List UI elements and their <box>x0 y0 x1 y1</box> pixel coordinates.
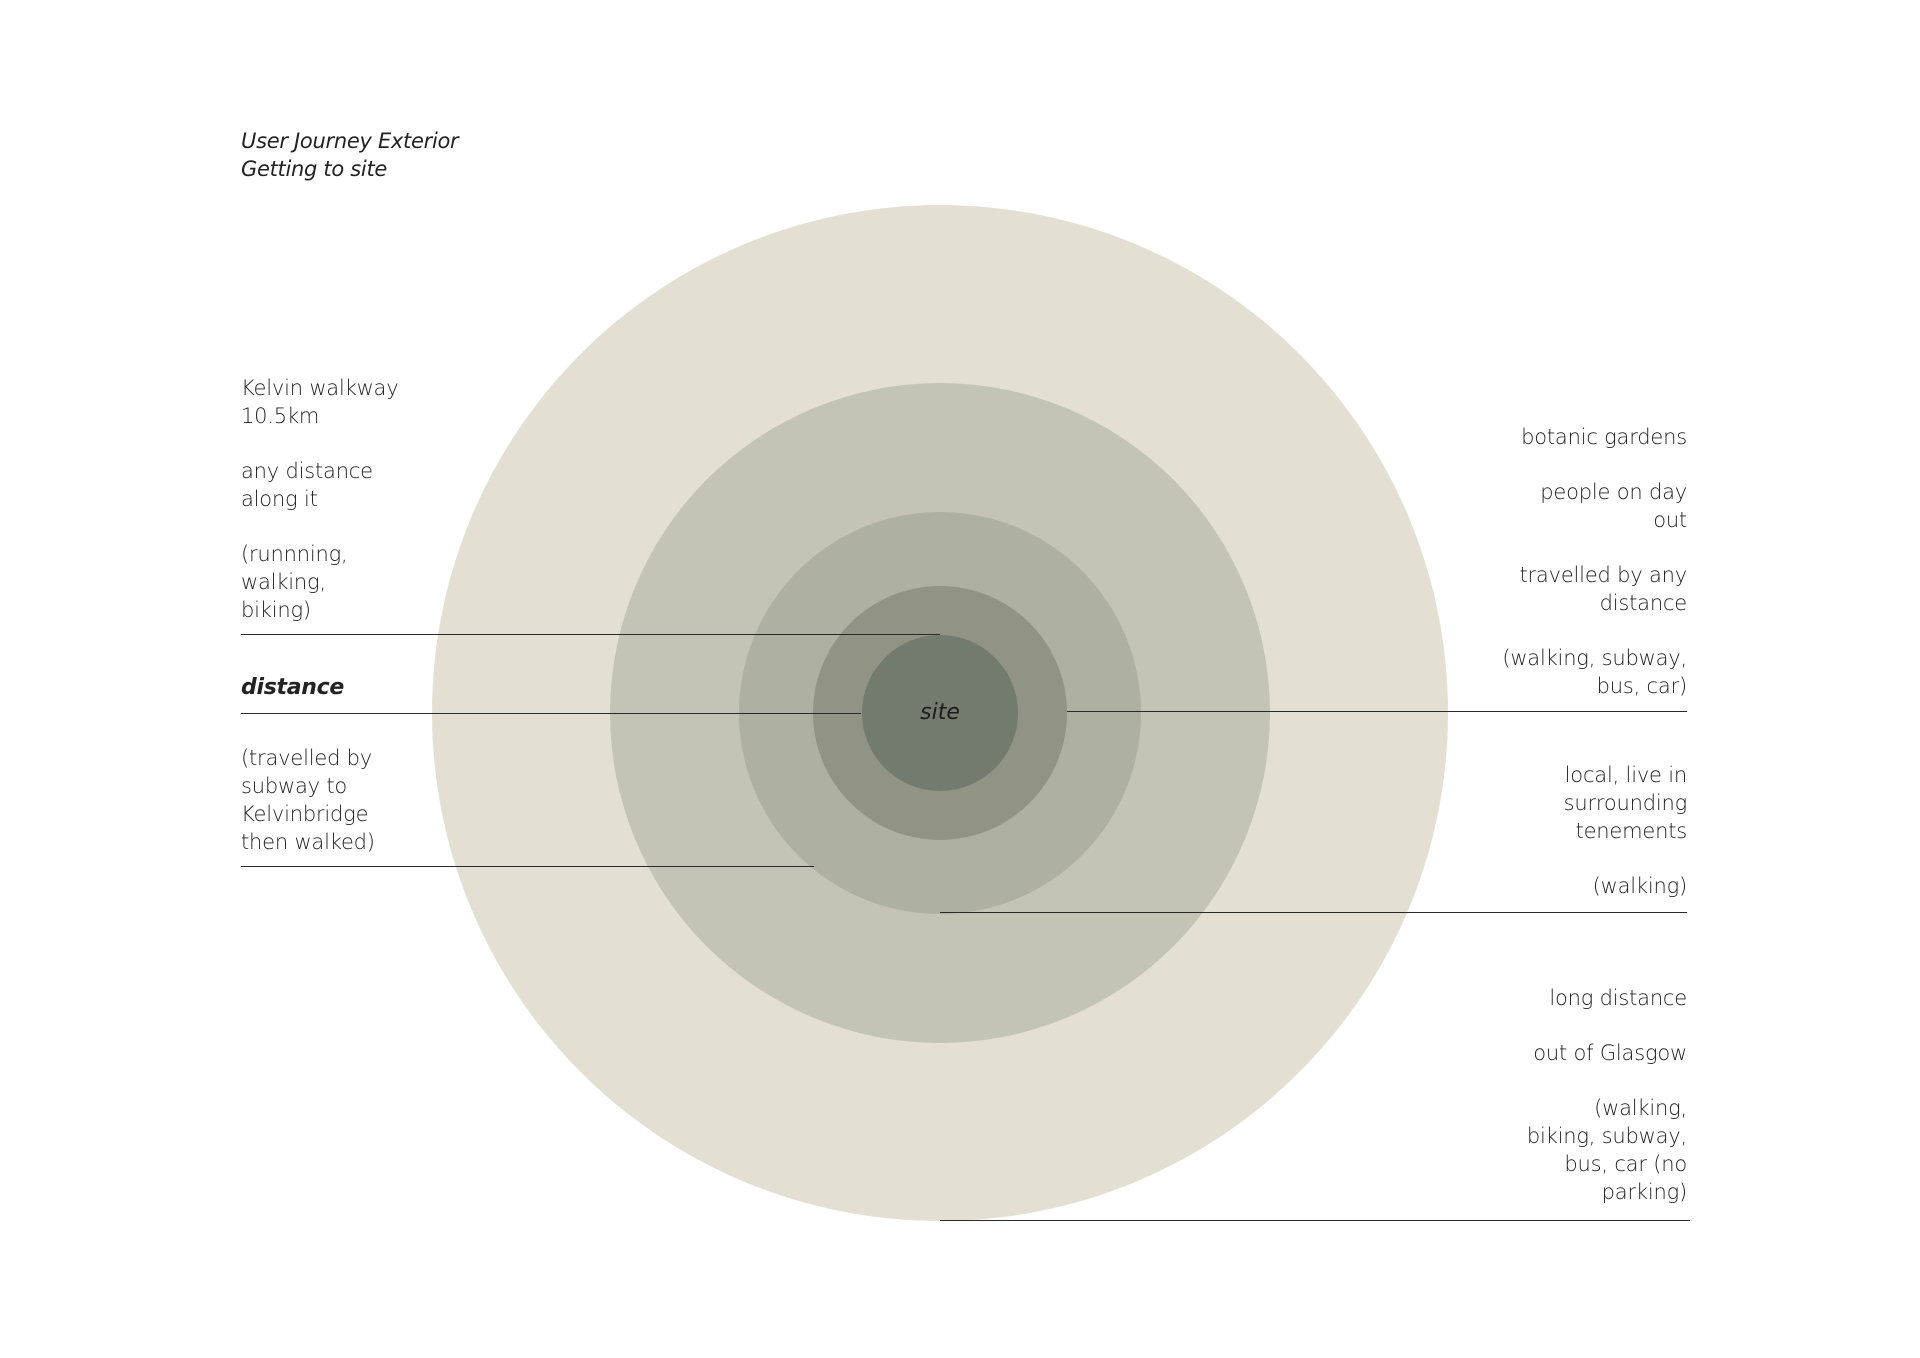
distance-axis-label: distance <box>241 675 344 700</box>
annotation-text: botanic gardens <box>1521 425 1687 449</box>
annotation-text: (walking, subway, bus, car) <box>1502 646 1687 698</box>
ring-core-site <box>862 635 1018 791</box>
annotation-text: local, live in surrounding tenements <box>1563 763 1688 843</box>
annotation-text: people on day out <box>1540 480 1687 532</box>
annotation-text: out of Glasgow <box>1533 1041 1687 1065</box>
annotation-text: (walking) <box>1592 874 1688 898</box>
annotation-text: (travelled by subway to Kelvinbridge the… <box>241 746 375 854</box>
diagram-title: User Journey Exterior Getting to site <box>241 127 459 183</box>
annotation-text: (walking, biking, subway, bus, car (no p… <box>1526 1096 1687 1204</box>
site-label: site <box>920 700 960 725</box>
leader-line-botanic-gardens <box>1067 711 1687 712</box>
annotation-botanic-gardens: botanic gardens people on day out travel… <box>1502 423 1687 700</box>
annotation-kelvin-walkway: Kelvin walkway 10.5km any distance along… <box>241 374 399 624</box>
annotation-text: long distance <box>1549 986 1687 1010</box>
leader-line-long-distance <box>940 1220 1690 1221</box>
leader-line-distance <box>241 713 861 714</box>
leader-line-kelvin-walkway <box>241 634 940 635</box>
annotation-text: travelled by any distance <box>1519 563 1687 615</box>
annotation-long-distance: long distance out of Glasgow (walking, b… <box>1527 984 1687 1206</box>
annotation-local: local, live in surrounding tenements (wa… <box>1563 761 1688 900</box>
leader-line-subway-kelvinbridge <box>241 866 814 867</box>
leader-line-local <box>940 912 1687 913</box>
title-line-1: User Journey Exterior <box>241 129 459 153</box>
annotation-subway-kelvinbridge: (travelled by subway to Kelvinbridge the… <box>241 744 375 856</box>
title-line-2: Getting to site <box>241 157 387 181</box>
annotation-text: Kelvin walkway 10.5km <box>241 376 399 428</box>
annotation-text: (runnning, walking, biking) <box>241 542 348 622</box>
annotation-text: any distance along it <box>241 459 373 511</box>
